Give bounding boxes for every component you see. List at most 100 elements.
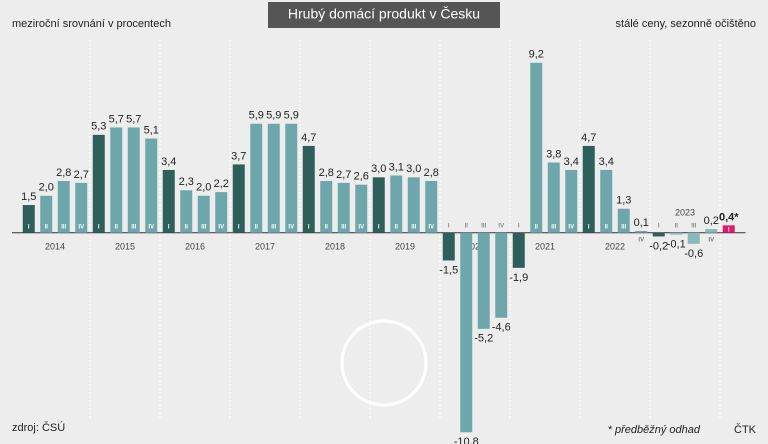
value-label: -1,9 (509, 272, 528, 284)
quarter-label: IV (638, 237, 644, 243)
quarter-label: I (658, 223, 660, 229)
value-label: 0,2 (704, 215, 719, 227)
bar (670, 232, 683, 235)
value-label: 5,3 (91, 121, 106, 133)
value-label: 5,7 (126, 113, 141, 125)
logo (340, 319, 428, 407)
bar (127, 127, 140, 233)
bar (92, 134, 105, 233)
bar (705, 229, 718, 233)
bar (477, 232, 490, 329)
bar (512, 232, 525, 268)
bar (197, 195, 210, 233)
bar (565, 169, 578, 233)
bar (145, 138, 158, 233)
quarter-label: III (691, 223, 696, 229)
bar (75, 182, 88, 233)
value-label: -0,6 (684, 248, 703, 260)
value-label: -10,8 (454, 436, 479, 444)
value-label: 5,7 (109, 113, 124, 125)
quarter-label: III (201, 224, 206, 230)
year-label: 2017 (255, 241, 275, 251)
quarter-label: I (308, 224, 310, 230)
value-label: -1,5 (439, 264, 458, 276)
value-label: 3,4 (599, 156, 614, 168)
value-label: 5,9 (266, 110, 281, 122)
subtitle-right: stálé ceny, sezonně očištěno (616, 18, 756, 30)
quarter-label: IV (358, 224, 364, 230)
bar (57, 181, 70, 233)
value-label: -0,1 (667, 239, 686, 251)
year-label: 2023 (675, 207, 695, 217)
quarter-label: II (395, 224, 399, 230)
bar (425, 181, 438, 233)
year-label: 2021 (535, 241, 555, 251)
quarter-label: IV (498, 223, 504, 229)
year-label: 2018 (325, 241, 345, 251)
credit: ČTK (734, 423, 757, 436)
value-label: 2,8 (319, 167, 334, 179)
quarter-label: II (325, 224, 329, 230)
note: * předběžný odhad (608, 424, 701, 436)
quarter-label: III (131, 224, 136, 230)
value-label: 2,7 (336, 169, 351, 181)
quarter-label: III (341, 224, 346, 230)
bar (250, 123, 263, 233)
value-label: 3,7 (231, 150, 246, 162)
bar (110, 127, 123, 233)
year-label: 2020 (465, 241, 485, 251)
quarter-label: III (411, 224, 416, 230)
value-label: 3,1 (389, 161, 404, 173)
quarter-label: III (271, 224, 276, 230)
quarter-label: IV (708, 237, 714, 243)
value-label: -4,6 (492, 322, 511, 334)
value-label: -5,2 (474, 333, 493, 345)
value-label: 3,4 (161, 156, 176, 168)
bar (547, 162, 560, 233)
value-label: 2,2 (214, 178, 229, 190)
quarter-label: I (98, 224, 100, 230)
year-label: 2016 (185, 241, 205, 251)
bar (337, 182, 350, 233)
value-label: 1,3 (616, 195, 631, 207)
bar (180, 190, 193, 233)
value-label: 2,6 (354, 171, 369, 183)
bar (355, 184, 368, 233)
quarter-label: II (255, 224, 259, 230)
quarter-label: I (238, 224, 240, 230)
quarter-label: I (28, 224, 30, 230)
value-label: 4,7 (581, 132, 596, 144)
value-label: 2,3 (179, 176, 194, 188)
value-label: 3,8 (546, 148, 561, 160)
value-label: 5,9 (249, 110, 264, 122)
quarter-label: III (621, 224, 626, 230)
quarter-label: III (551, 224, 556, 230)
quarter-label: I (518, 223, 520, 229)
bar (232, 164, 245, 233)
quarter-label: II (465, 223, 469, 229)
quarter-label: IV (288, 224, 294, 230)
value-label: 1,5 (21, 191, 36, 203)
bar (407, 177, 420, 233)
quarter-label: II (605, 224, 609, 230)
bar (390, 175, 403, 233)
value-label: 2,0 (196, 182, 211, 194)
quarter-label: IV (568, 224, 574, 230)
value-label: 5,1 (144, 124, 159, 136)
bar (442, 232, 455, 261)
year-label: 2022 (605, 241, 625, 251)
subtitle: meziroční srovnání v procentech (12, 18, 171, 30)
quarter-label: IV (218, 224, 224, 230)
value-label: 2,7 (74, 169, 89, 181)
bar (215, 192, 228, 233)
bar (320, 181, 333, 233)
chart-title: Hrubý domácí produkt v Česku (288, 6, 480, 22)
quarter-label: I (378, 224, 380, 230)
quarter-label: IV (148, 224, 154, 230)
quarter-label: I (168, 224, 170, 230)
bar (582, 145, 595, 233)
bar (40, 195, 53, 233)
year-label: 2014 (45, 241, 65, 251)
